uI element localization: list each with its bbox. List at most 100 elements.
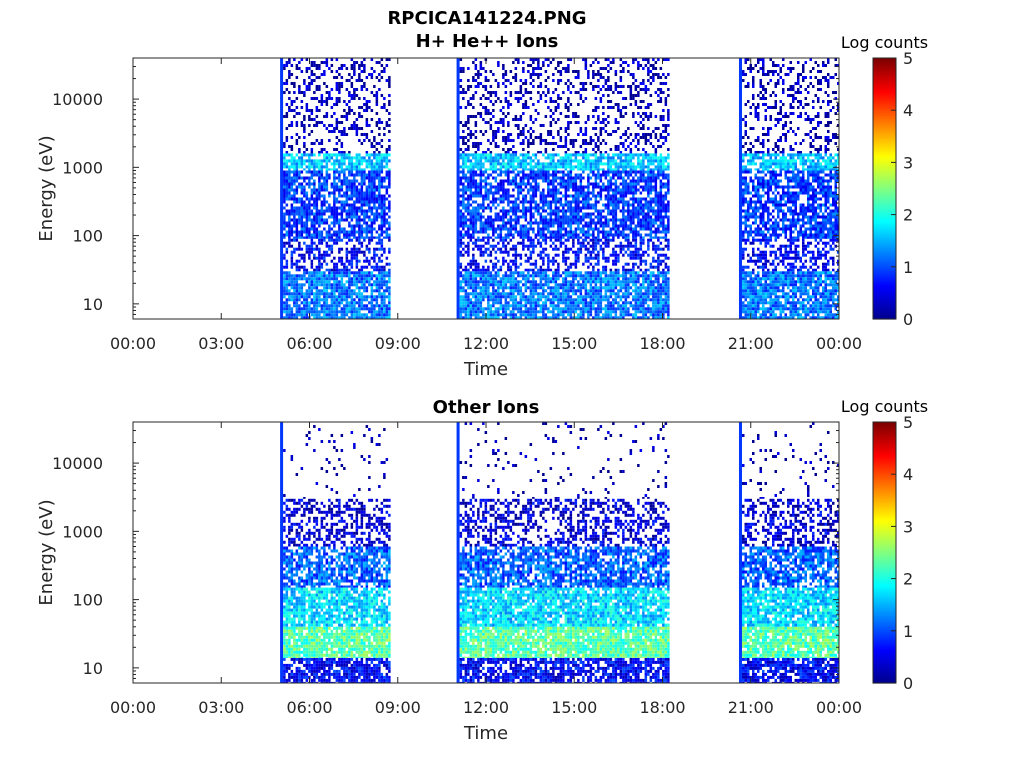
colorbar-segment — [873, 303, 896, 307]
colorbar-segment — [873, 77, 896, 81]
colorbar-segment — [873, 201, 896, 205]
colorbar-segment — [873, 212, 896, 216]
colorbar-segment — [873, 445, 896, 449]
colorbar-segment — [873, 258, 896, 261]
colorbar-segment — [873, 541, 896, 545]
colorbar-segment — [873, 532, 896, 536]
colorbar-segment — [873, 437, 896, 440]
colorbar-segment — [873, 221, 896, 224]
colorbar-segment — [873, 604, 896, 608]
colorbar-segment — [873, 236, 896, 240]
colorbar-segment — [873, 245, 896, 248]
colorbar-segment — [873, 606, 896, 610]
colorbar-segment — [873, 214, 896, 218]
colorbar-segment — [873, 114, 896, 118]
figure-title: RPCICA141224.PNG — [387, 8, 587, 29]
colorbar-segment — [873, 277, 896, 281]
colorbar-segment — [873, 669, 896, 673]
y-axis-label: Energy (eV) — [36, 499, 57, 605]
colorbar-segment — [873, 262, 896, 266]
colorbar-segment — [873, 491, 896, 495]
colorbar-segment — [873, 232, 896, 235]
colorbar-segment — [873, 295, 896, 298]
interval-start-line — [738, 58, 742, 319]
colorbar-segment — [873, 145, 896, 148]
colorbar-segment — [873, 90, 896, 94]
colorbar-segment — [873, 430, 896, 434]
colorbar-tick-label: 1 — [903, 258, 913, 277]
colorbar-segment — [873, 476, 896, 480]
colorbar-segment — [873, 554, 896, 558]
colorbar-tick-label: 5 — [903, 413, 913, 432]
colorbar-segment — [873, 101, 896, 105]
colorbar-frame — [872, 57, 897, 320]
colorbar-segment — [873, 184, 896, 187]
colorbar-segment — [873, 199, 896, 203]
colorbar-segment — [873, 140, 896, 144]
colorbar-segment — [873, 288, 896, 292]
colorbar-tick-label: 5 — [903, 49, 913, 68]
colorbar-segment — [873, 515, 896, 519]
x-tick-label: 18:00 — [639, 698, 685, 717]
colorbar-segment — [873, 424, 896, 427]
x-tick-label: 00:00 — [110, 698, 156, 717]
colorbar-segment — [873, 454, 896, 458]
x-tick-label: 12:00 — [463, 334, 509, 353]
colorbar-segment — [873, 504, 896, 508]
x-tick-label: 09:00 — [375, 698, 421, 717]
colorbar-segment — [873, 190, 896, 194]
colorbar-segment — [873, 84, 896, 87]
colorbar-segment — [873, 105, 896, 109]
colorbar-segment — [873, 284, 896, 287]
colorbar-segment — [873, 528, 896, 532]
colorbar-segment — [873, 268, 896, 272]
colorbar-segment — [873, 79, 896, 83]
colorbar-segment — [873, 131, 896, 135]
colorbar-segment — [873, 650, 896, 654]
colorbar-segment — [873, 127, 896, 131]
colorbar-segment — [873, 478, 896, 482]
colorbar-segment — [873, 482, 896, 486]
colorbar-segment — [873, 171, 896, 174]
colorbar-segment — [873, 511, 896, 514]
colorbar-tick-label: 4 — [903, 465, 913, 484]
colorbar-tick-label: 1 — [903, 622, 913, 641]
colorbar-segment — [873, 225, 896, 229]
colorbar-label: Log counts — [841, 33, 928, 52]
colorbar-segment — [873, 485, 896, 488]
colorbar-segment — [873, 75, 896, 79]
colorbar-segment — [873, 589, 896, 593]
colorbar-segment — [873, 600, 896, 604]
colorbar-segment — [873, 519, 896, 523]
colorbar-segment — [873, 632, 896, 636]
x-tick-label: 21:00 — [728, 334, 774, 353]
colorbar-segment — [873, 164, 896, 168]
colorbar-segment — [873, 153, 896, 157]
colorbar-segment — [873, 116, 896, 120]
colorbar-segment — [873, 151, 896, 155]
colorbar-segment — [873, 598, 896, 601]
colorbar-segment — [873, 630, 896, 634]
colorbar-segment — [873, 591, 896, 595]
interval-start-line — [280, 422, 284, 683]
colorbar-segment — [873, 576, 896, 580]
colorbar-segment — [873, 136, 896, 140]
y-tick-label: 100 — [72, 591, 103, 610]
colorbar-segment — [873, 227, 896, 231]
colorbar-segment — [873, 611, 896, 614]
colorbar-segment — [873, 628, 896, 632]
colorbar-segment — [873, 448, 896, 451]
colorbar-segment — [873, 593, 896, 597]
colorbar-segment — [873, 678, 896, 682]
colorbar-segment — [873, 498, 896, 501]
colorbar-segment — [873, 545, 896, 549]
colorbar-segment — [873, 129, 896, 133]
colorbar-tick-label: 0 — [903, 310, 913, 329]
y-tick-label: 10000 — [52, 90, 103, 109]
colorbar-segment — [873, 286, 896, 290]
colorbar-segment — [873, 166, 896, 170]
x-tick-label: 15:00 — [551, 334, 597, 353]
colorbar-segment — [873, 469, 896, 473]
colorbar-segment — [873, 676, 896, 680]
colorbar-segment — [873, 60, 896, 63]
